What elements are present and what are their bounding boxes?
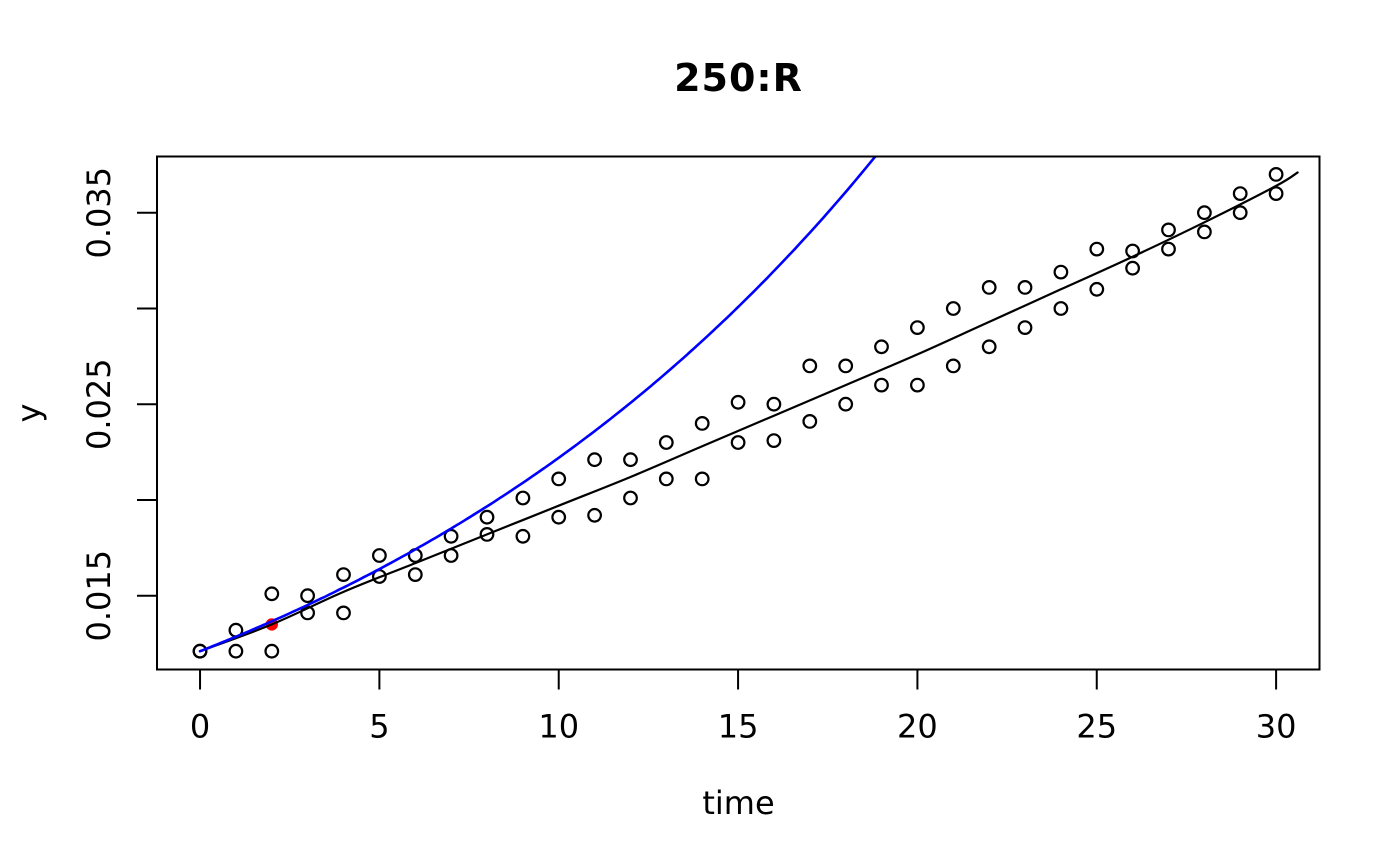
data-point (300, 588, 316, 604)
data-point (1232, 205, 1248, 221)
data-point (658, 471, 674, 487)
data-point (1089, 241, 1105, 257)
data-point (766, 433, 782, 449)
y-axis-title: y (10, 403, 48, 423)
data-point (623, 452, 638, 468)
data-point (1161, 222, 1176, 238)
fitted-model-curve (198, 171, 1299, 653)
data-point (910, 320, 925, 336)
y-tick-label: 0.025 (80, 358, 118, 450)
y-tick-label: 0.035 (80, 167, 118, 259)
chart-title: 250:R (674, 56, 803, 100)
data-point (300, 605, 316, 621)
data-point (551, 509, 567, 525)
data-point (838, 396, 854, 412)
data-point (479, 509, 495, 525)
data-point (1268, 186, 1284, 202)
data-point (1053, 301, 1069, 316)
data-point (1053, 264, 1069, 280)
data-point (1268, 166, 1284, 182)
data-point (1196, 205, 1212, 221)
y-axis: 0.015 0.025 0.035 (80, 167, 157, 642)
curves-group (198, 156, 1299, 653)
data-point (981, 280, 997, 295)
data-point (587, 452, 602, 468)
data-point (264, 586, 280, 602)
x-tick-label: 10 (538, 708, 579, 746)
data-point (623, 490, 638, 506)
data-point (1017, 320, 1033, 336)
x-tick-label: 15 (718, 708, 759, 746)
data-point (658, 435, 674, 450)
data-point (838, 358, 854, 374)
data-point (981, 339, 997, 355)
data-point (766, 396, 782, 412)
data-point (587, 507, 602, 523)
data-point (910, 377, 925, 393)
data-point (372, 548, 387, 563)
data-point (694, 416, 710, 431)
data-point (336, 567, 351, 582)
data-point (1017, 280, 1033, 295)
x-tick-label: 5 (369, 708, 389, 746)
observed-replicate-upper-group (192, 166, 1284, 659)
x-tick-label: 30 (1256, 708, 1297, 746)
x-tick-label: 25 (1076, 708, 1117, 746)
x-axis: 0 5 10 15 20 25 30 (190, 669, 1297, 746)
data-point (1089, 281, 1105, 297)
data-point (945, 301, 961, 316)
data-point (407, 567, 423, 582)
data-point (874, 339, 889, 355)
data-point (515, 490, 531, 506)
data-point (730, 394, 746, 410)
x-axis-title: time (702, 784, 775, 822)
x-tick-label: 0 (190, 708, 210, 746)
data-point (945, 358, 961, 374)
data-point (515, 528, 531, 544)
data-point (1161, 241, 1176, 257)
data-point (694, 471, 710, 487)
data-point (228, 643, 244, 659)
data-point (802, 414, 818, 429)
data-point (802, 358, 818, 374)
exponential-model-curve (198, 156, 877, 653)
data-point (1125, 260, 1140, 276)
data-point (264, 643, 280, 659)
data-point (192, 643, 208, 659)
data-point (874, 377, 889, 393)
data-point (551, 471, 567, 487)
observed-replicate-lower-group (192, 186, 1284, 659)
data-point (336, 605, 351, 621)
data-point (1232, 186, 1248, 202)
data-point (730, 435, 746, 450)
y-tick-label: 0.015 (80, 550, 118, 642)
data-point (1196, 224, 1212, 240)
data-point (479, 527, 495, 542)
x-tick-label: 20 (897, 708, 938, 746)
